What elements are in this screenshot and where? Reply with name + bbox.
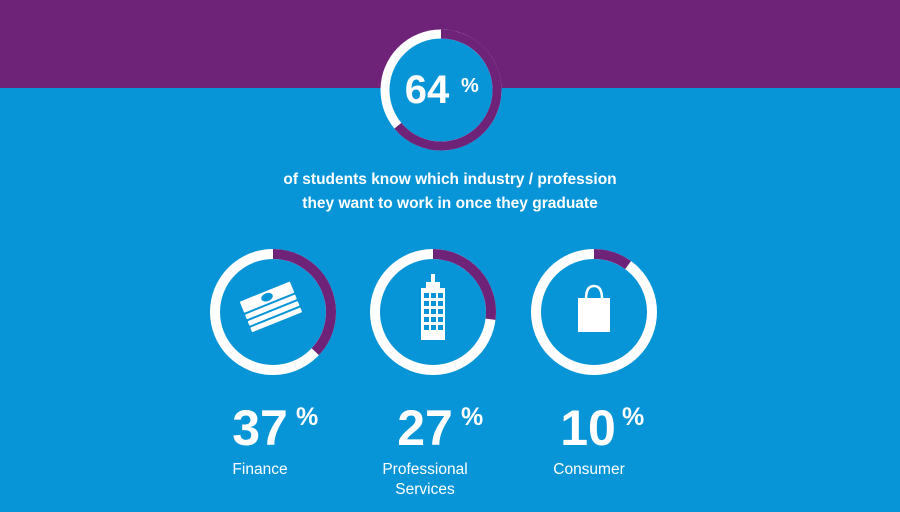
consumer-label-line-1: Consumer — [553, 461, 625, 478]
main-donut-fill — [394, 29, 502, 151]
main-percentage-symbol: % — [461, 75, 479, 97]
finance-donut: 37 % — [210, 249, 336, 456]
finance-percentage-value: 37 — [232, 400, 288, 456]
main-percentage-value: 64 — [405, 68, 450, 112]
consumer-label: Consumer — [519, 460, 659, 480]
finance-percentage-symbol: % — [296, 403, 318, 431]
money-stack-icon — [240, 281, 302, 333]
consumer-donut-fill — [593, 249, 632, 270]
consumer-percentage-value: 10 — [560, 400, 616, 456]
professional-services-label-line-1: Professional — [382, 461, 468, 478]
main-donut: 64 % — [380, 29, 502, 151]
consumer-donut: 10 % — [531, 249, 657, 456]
professional-services-label: Professional Services — [355, 460, 495, 500]
finance-label-line-1: Finance — [232, 461, 288, 478]
office-building-icon — [421, 274, 445, 340]
professional-services-label-line-2: Services — [395, 481, 455, 498]
headline-line-2: they want to work in once they graduate — [302, 195, 598, 212]
finance-donut-fill — [272, 249, 336, 356]
professional-services-donut: 27 % — [370, 249, 496, 456]
professional-services-donut-fill — [432, 249, 496, 320]
professional-services-percentage-symbol: % — [461, 403, 483, 431]
shopping-bag-icon — [578, 284, 610, 332]
headline-description: of students know which industry / profes… — [0, 168, 900, 216]
professional-services-percentage-value: 27 — [397, 400, 453, 456]
consumer-percentage-symbol: % — [622, 403, 644, 431]
headline-line-1: of students know which industry / profes… — [283, 171, 617, 188]
finance-label: Finance — [190, 460, 330, 480]
